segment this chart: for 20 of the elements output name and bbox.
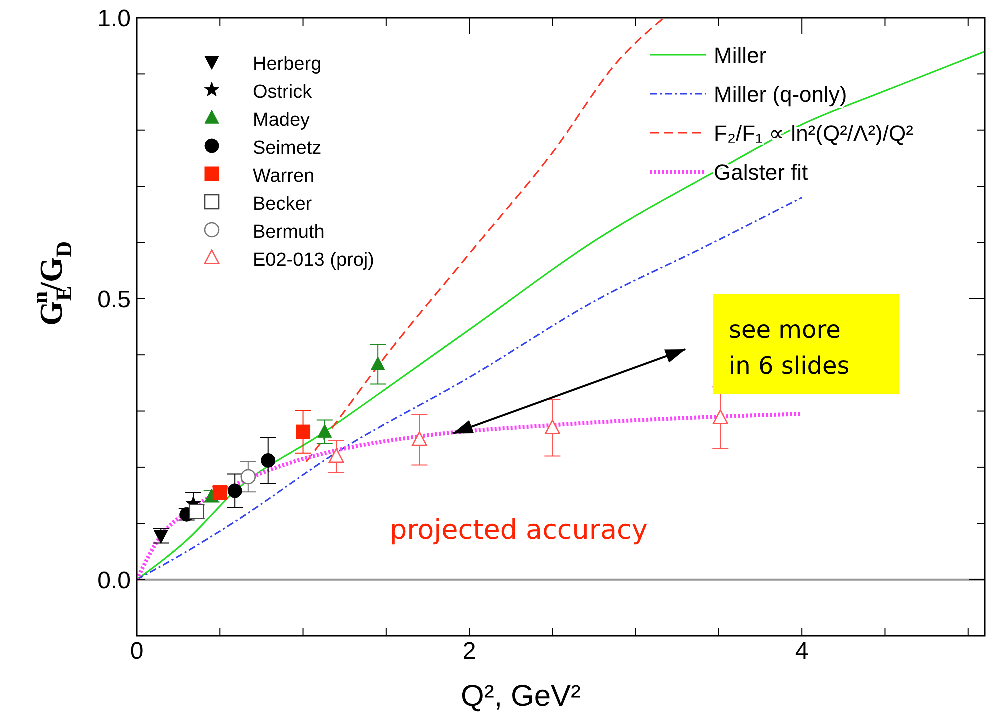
y-tick-label: 0.0	[98, 567, 131, 594]
x-tick-label: 0	[130, 638, 144, 666]
legend-label: Becker	[253, 194, 313, 215]
legend-label: Miller	[714, 43, 767, 68]
x-axis-title: Q², GeV²	[460, 680, 582, 713]
annotation: see more in 6 slides	[713, 294, 899, 394]
legend-label: Ostrick	[253, 82, 313, 103]
legend-label: Bermuth	[253, 222, 325, 243]
x-tick-label: 4	[795, 638, 809, 666]
legend-label: Madey	[253, 110, 311, 131]
legend-label: Miller (q-only)	[714, 82, 848, 107]
y-tick-label: 1.0	[98, 6, 131, 33]
x-tick-label: 2	[462, 638, 476, 666]
annotation: projected accuracy	[390, 515, 648, 546]
legend-label: Warren	[253, 166, 315, 187]
legend-label: E02-013 (proj)	[253, 250, 374, 271]
legend-label: Herberg	[253, 54, 322, 75]
legend-label: Seimetz	[253, 138, 322, 159]
legend-label: Galster fit	[714, 160, 808, 185]
y-tick-label: 0.5	[98, 286, 131, 314]
